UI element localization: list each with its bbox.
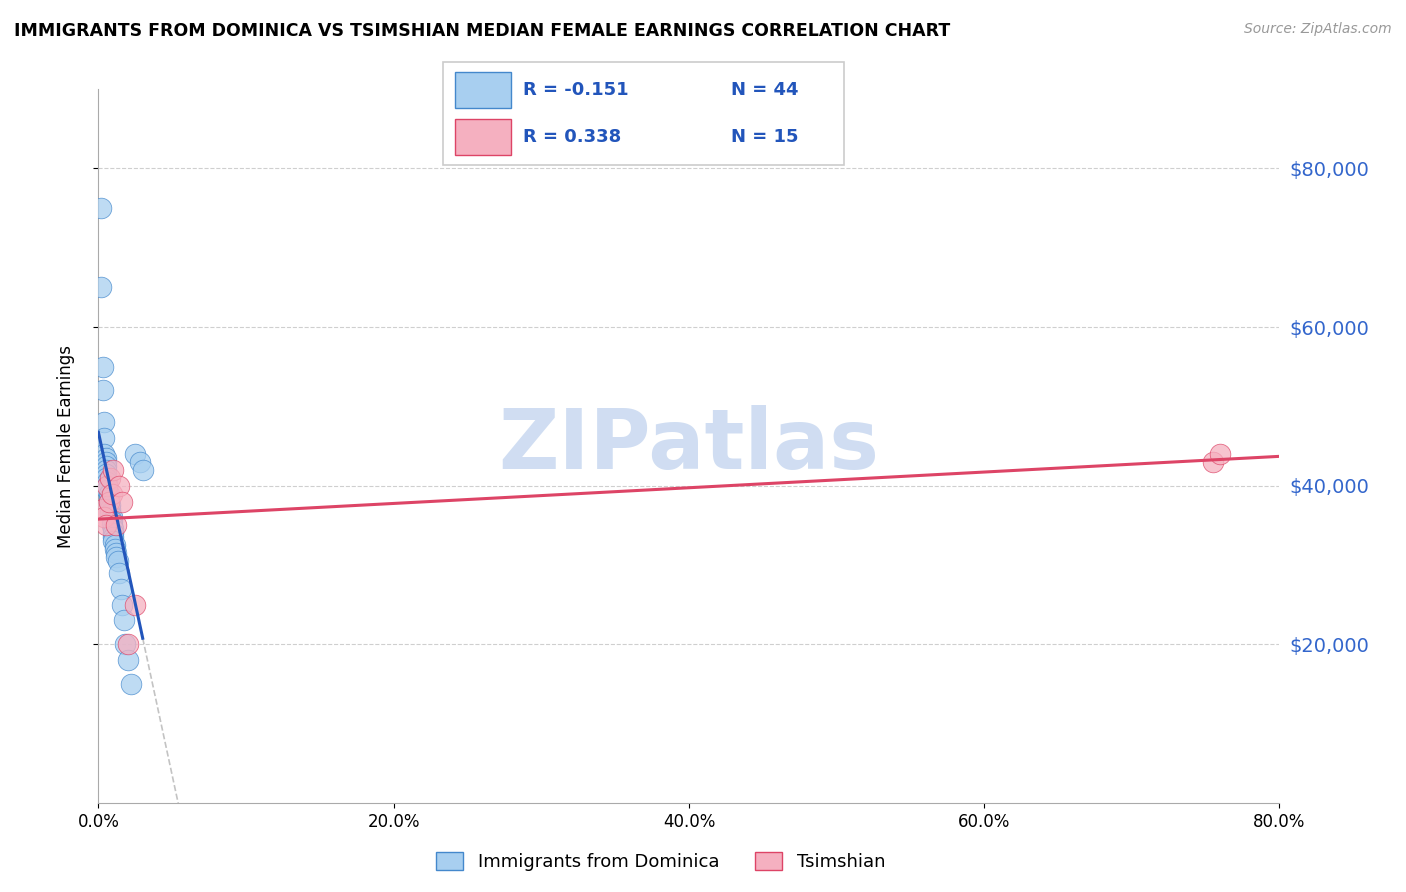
Point [100,510,122,524]
Point [94,467,117,481]
Point [97,486,120,500]
Point [94,471,117,485]
Point [104,542,127,557]
Point [112,614,135,628]
Point [117,637,139,651]
Point [98,507,121,521]
Point [107,554,129,568]
Point [98,499,121,513]
Point [117,653,139,667]
Point [105,546,128,560]
Point [103,463,125,477]
Point [103,526,125,541]
Point [100,518,122,533]
Point [1202,455,1225,469]
Point [97,494,120,508]
Point [91,502,114,516]
Point [124,598,146,612]
Text: R = -0.151: R = -0.151 [523,80,628,99]
Point [114,637,136,651]
Text: IMMIGRANTS FROM DOMINICA VS TSIMSHIAN MEDIAN FEMALE EARNINGS CORRELATION CHART: IMMIGRANTS FROM DOMINICA VS TSIMSHIAN ME… [14,22,950,40]
FancyBboxPatch shape [456,119,510,155]
Point [96,478,118,492]
FancyBboxPatch shape [443,62,844,165]
Point [103,522,125,536]
Text: N = 44: N = 44 [731,80,799,99]
Point [100,486,122,500]
Point [111,598,134,612]
Point [91,359,114,374]
Point [93,431,115,445]
Point [108,478,131,492]
Point [98,471,121,485]
Text: R = 0.338: R = 0.338 [523,128,621,145]
Point [128,455,150,469]
Point [91,384,114,398]
Point [105,518,128,533]
Point [97,494,120,508]
Point [103,534,125,549]
Point [94,450,117,465]
Point [93,447,115,461]
Point [94,518,117,533]
Point [124,447,146,461]
Point [111,494,134,508]
Point [94,455,117,469]
Point [105,549,128,564]
Legend: Immigrants from Dominica, Tsimshian: Immigrants from Dominica, Tsimshian [429,846,893,879]
Point [100,514,122,528]
Point [104,538,127,552]
Point [120,677,142,691]
Point [96,483,118,497]
Point [103,530,125,544]
Text: N = 15: N = 15 [731,128,799,145]
Point [96,478,118,492]
Point [93,415,115,429]
FancyBboxPatch shape [456,71,510,108]
Point [108,566,131,580]
Text: Source: ZipAtlas.com: Source: ZipAtlas.com [1244,22,1392,37]
Y-axis label: Median Female Earnings: Median Female Earnings [56,344,75,548]
Point [1209,447,1232,461]
Point [97,491,120,505]
Point [132,463,155,477]
Text: ZIPatlas: ZIPatlas [499,406,879,486]
Point [93,510,115,524]
Point [96,475,118,489]
Point [98,502,121,516]
Point [110,582,132,596]
Point [90,201,112,215]
Point [94,463,117,477]
Point [90,280,112,294]
Point [94,458,117,473]
